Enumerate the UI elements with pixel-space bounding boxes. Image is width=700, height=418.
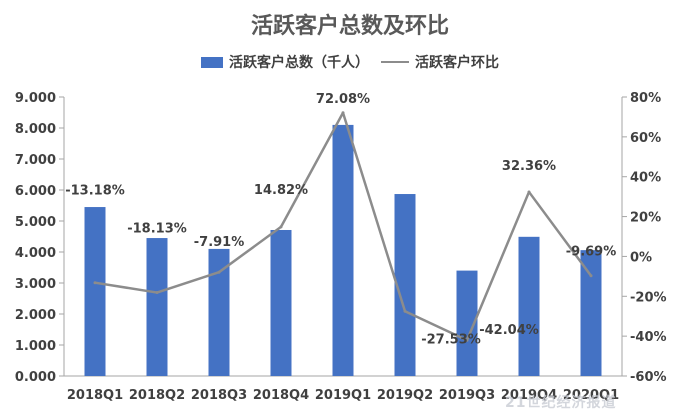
legend-label-bar: 活跃客户总数（千人） bbox=[229, 55, 369, 71]
left-tick-label: 0.000 bbox=[15, 370, 56, 385]
line-point bbox=[217, 270, 221, 274]
right-tick-label: 40% bbox=[630, 171, 661, 186]
x-tick-label: 2019Q1 bbox=[315, 388, 371, 403]
left-tick-label: 8.000 bbox=[15, 122, 56, 137]
bar bbox=[332, 124, 354, 377]
line-point bbox=[589, 274, 593, 278]
bar bbox=[518, 236, 540, 376]
x-tick-label: 2019Q3 bbox=[439, 388, 495, 403]
watermark-logo: 21世纪经济报道 bbox=[505, 395, 617, 411]
legend: 活跃客户总数（千人） 活跃客户环比 bbox=[0, 52, 700, 72]
bar bbox=[456, 270, 478, 376]
legend-swatch-line bbox=[381, 61, 409, 63]
legend-label-line: 活跃客户环比 bbox=[415, 55, 499, 71]
left-tick-label: 6.000 bbox=[15, 184, 56, 199]
bar bbox=[146, 238, 168, 376]
x-tick-label: 2018Q2 bbox=[129, 388, 185, 403]
x-tick-label: 2019Q4 bbox=[501, 388, 557, 403]
left-tick-label: 9.000 bbox=[15, 91, 56, 106]
left-tick-label: 5.000 bbox=[15, 215, 56, 230]
bar bbox=[270, 229, 292, 376]
right-tick-label: 0% bbox=[630, 250, 652, 265]
line-point bbox=[465, 338, 469, 342]
left-tick-label: 1.000 bbox=[15, 339, 56, 354]
right-tick-label: -60% bbox=[630, 370, 667, 385]
x-tick-label: 2018Q4 bbox=[253, 388, 309, 403]
data-label: -9.69% bbox=[566, 245, 617, 260]
right-tick-label: 80% bbox=[630, 91, 661, 106]
bar bbox=[208, 248, 230, 376]
line-point bbox=[341, 111, 345, 115]
x-tick-label: 2018Q3 bbox=[191, 388, 247, 403]
left-tick-label: 4.000 bbox=[15, 246, 56, 261]
data-label: 32.36% bbox=[502, 159, 556, 174]
bar bbox=[84, 207, 106, 376]
bar bbox=[394, 194, 416, 376]
x-tick-label: 2020Q1 bbox=[563, 388, 619, 403]
data-label: 72.08% bbox=[316, 92, 370, 107]
left-tick-label: 3.000 bbox=[15, 277, 56, 292]
right-tick-label: 20% bbox=[630, 211, 661, 226]
data-label: -18.13% bbox=[127, 222, 187, 237]
data-label: 14.82% bbox=[254, 183, 308, 198]
legend-item-bar: 活跃客户总数（千人） bbox=[201, 52, 369, 72]
bar bbox=[580, 250, 602, 376]
x-tick-label: 2018Q1 bbox=[67, 388, 123, 403]
line-point bbox=[93, 281, 97, 285]
line-point bbox=[279, 225, 283, 229]
x-tick-label: 2019Q2 bbox=[377, 388, 433, 403]
line-point bbox=[403, 309, 407, 313]
left-tick-label: 7.000 bbox=[15, 153, 56, 168]
legend-swatch-bar bbox=[201, 56, 223, 68]
right-tick-label: 60% bbox=[630, 131, 661, 146]
left-tick-label: 2.000 bbox=[15, 308, 56, 323]
legend-item-line: 活跃客户环比 bbox=[381, 52, 499, 72]
data-label: -42.04% bbox=[479, 323, 539, 338]
line-point bbox=[527, 190, 531, 194]
right-tick-label: -40% bbox=[630, 330, 667, 345]
data-label: -13.18% bbox=[65, 184, 125, 199]
data-label: -7.91% bbox=[194, 235, 245, 250]
right-tick-label: -20% bbox=[630, 290, 667, 305]
chart-title: 活跃客户总数及环比 bbox=[250, 14, 449, 39]
line-point bbox=[155, 291, 159, 295]
data-label: -27.53% bbox=[421, 332, 481, 347]
